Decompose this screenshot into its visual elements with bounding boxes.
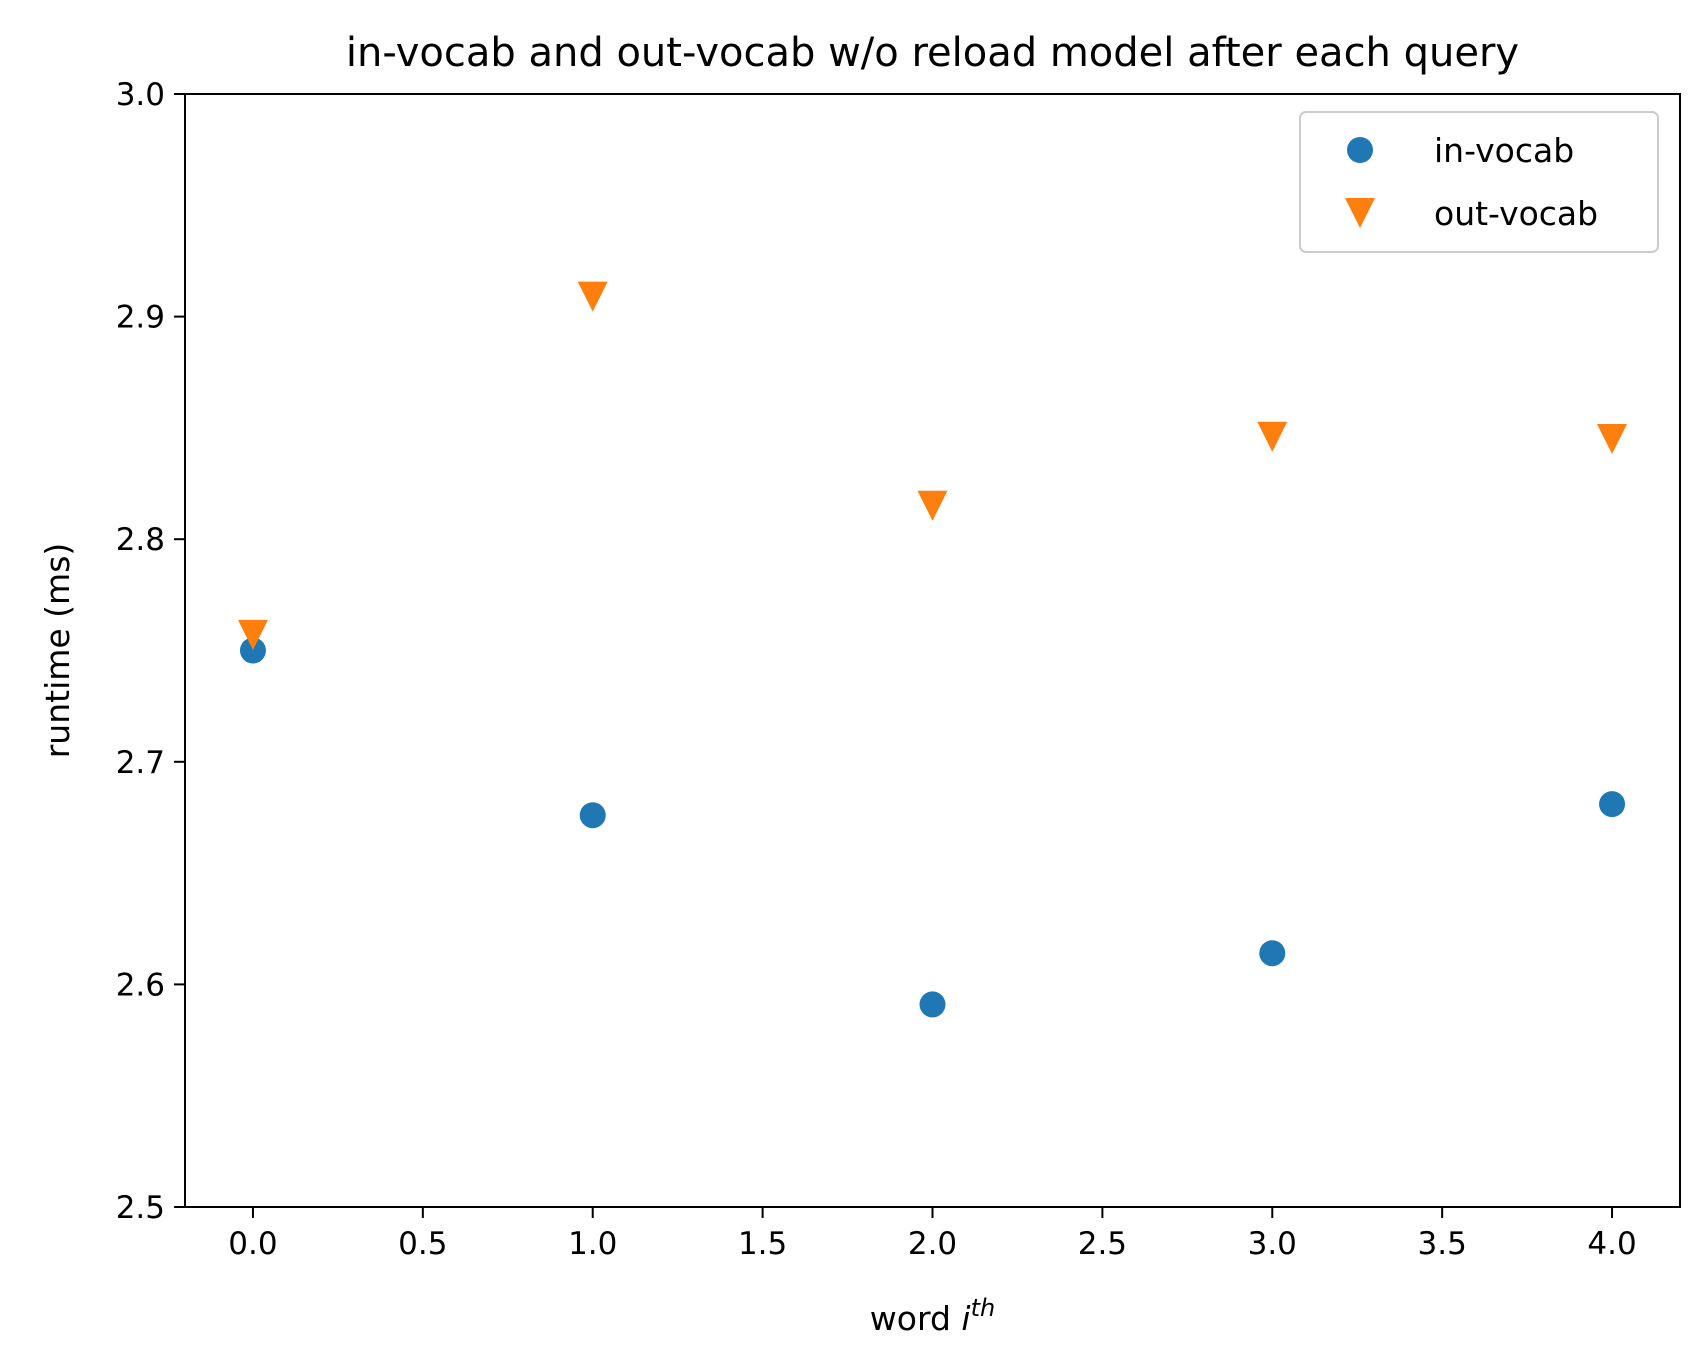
out-vocab-point <box>1597 424 1628 455</box>
chart-title: in-vocab and out-vocab w/o reload model … <box>346 30 1519 76</box>
x-tick-label: 0.5 <box>398 1226 447 1262</box>
legend-marker-out-vocab <box>1345 198 1375 228</box>
out-vocab-point <box>577 281 608 312</box>
out-vocab-point <box>1257 421 1288 452</box>
x-axis-ticks: 0.0 0.5 1.0 1.5 2.0 2.5 3.0 3.5 4.0 <box>228 1207 1637 1262</box>
y-axis-ticks: 2.5 2.6 2.7 2.8 2.9 3.0 <box>116 77 185 1226</box>
legend-label-out-vocab: out-vocab <box>1434 194 1598 233</box>
series-out-vocab <box>237 281 1628 650</box>
y-tick-label: 2.5 <box>116 1190 165 1226</box>
y-tick-label: 2.8 <box>116 522 165 558</box>
x-tick-label: 0.0 <box>228 1226 277 1262</box>
y-tick-label: 2.9 <box>116 300 165 336</box>
x-tick-label: 1.0 <box>568 1226 617 1262</box>
legend-marker-in-vocab <box>1347 137 1373 163</box>
y-tick-label: 2.6 <box>116 967 165 1003</box>
y-axis-label: runtime (ms) <box>38 543 77 759</box>
series-in-vocab <box>239 637 1626 1018</box>
x-axis-label: word ith <box>870 1294 995 1338</box>
x-axis-label-superscript: th <box>971 1294 996 1322</box>
y-tick-label: 2.7 <box>116 745 165 781</box>
x-tick-label: 3.5 <box>1418 1226 1467 1262</box>
x-tick-label: 2.0 <box>908 1226 957 1262</box>
out-vocab-point <box>917 490 948 521</box>
x-tick-label: 4.0 <box>1587 1226 1636 1262</box>
x-axis-label-variable: i <box>961 1299 970 1338</box>
out-vocab-point <box>237 619 268 650</box>
in-vocab-point <box>239 637 266 664</box>
x-tick-label: 2.5 <box>1078 1226 1127 1262</box>
in-vocab-point <box>1599 791 1626 818</box>
x-tick-label: 3.0 <box>1248 1226 1297 1262</box>
plot-area-frame <box>184 93 1681 1208</box>
x-axis-label-prefix: word <box>870 1299 962 1338</box>
data-points <box>237 281 1628 1018</box>
legend: in-vocab out-vocab <box>1299 111 1659 253</box>
in-vocab-point <box>919 991 946 1018</box>
x-tick-label: 1.5 <box>738 1226 787 1262</box>
legend-box <box>1299 111 1659 253</box>
legend-entry-in-vocab: in-vocab <box>1347 131 1574 170</box>
legend-entry-out-vocab: out-vocab <box>1345 194 1598 233</box>
in-vocab-point <box>579 802 606 829</box>
y-tick-label: 3.0 <box>116 77 165 113</box>
legend-label-in-vocab: in-vocab <box>1434 131 1574 170</box>
in-vocab-point <box>1259 940 1286 967</box>
